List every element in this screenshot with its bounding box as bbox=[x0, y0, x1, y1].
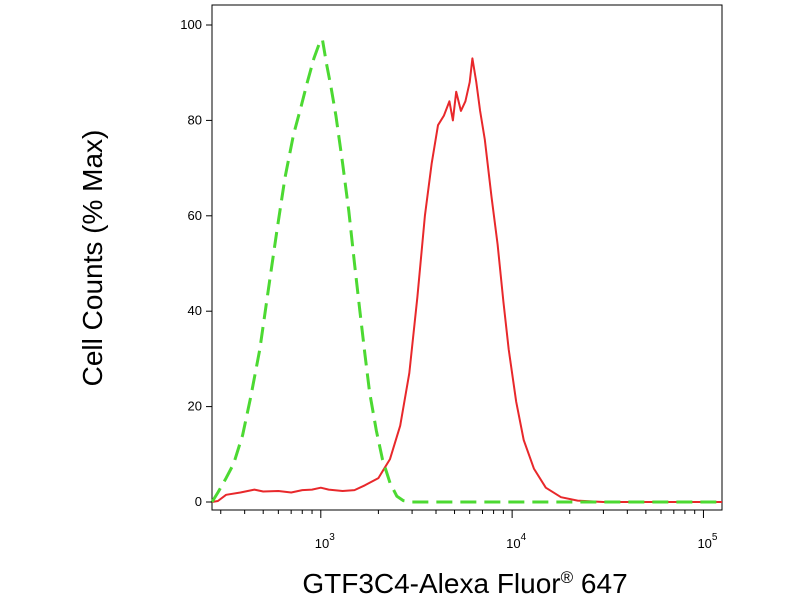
y-axis-title: Cell Counts (% Max) bbox=[77, 130, 108, 387]
x-axis-title-main: GTF3C4-Alexa Fluor bbox=[302, 568, 560, 599]
x-axis-title: GTF3C4-Alexa Fluor® 647 bbox=[302, 568, 627, 599]
y-axis: 0 20 40 60 80 100 bbox=[180, 17, 212, 509]
series-layer bbox=[210, 37, 722, 504]
y-tick-label: 0 bbox=[195, 494, 202, 509]
x-tick-label: 105 bbox=[697, 532, 717, 551]
green-dashed-histogram-line bbox=[210, 37, 722, 504]
x-tick-label: 103 bbox=[315, 532, 335, 551]
y-tick-label: 80 bbox=[188, 112, 202, 127]
plot-frame bbox=[211, 4, 723, 511]
y-tick-label: 100 bbox=[180, 17, 202, 32]
y-tick-label: 20 bbox=[188, 399, 202, 414]
y-tick-label: 40 bbox=[188, 303, 202, 318]
x-tick-label: 104 bbox=[506, 532, 526, 551]
x-axis-title-registered-mark: ® bbox=[561, 568, 574, 587]
red-histogram-line bbox=[211, 57, 722, 503]
y-tick-label: 60 bbox=[188, 208, 202, 223]
x-axis: 103 104 105 bbox=[220, 510, 718, 551]
x-axis-title-suffix: 647 bbox=[573, 568, 628, 599]
